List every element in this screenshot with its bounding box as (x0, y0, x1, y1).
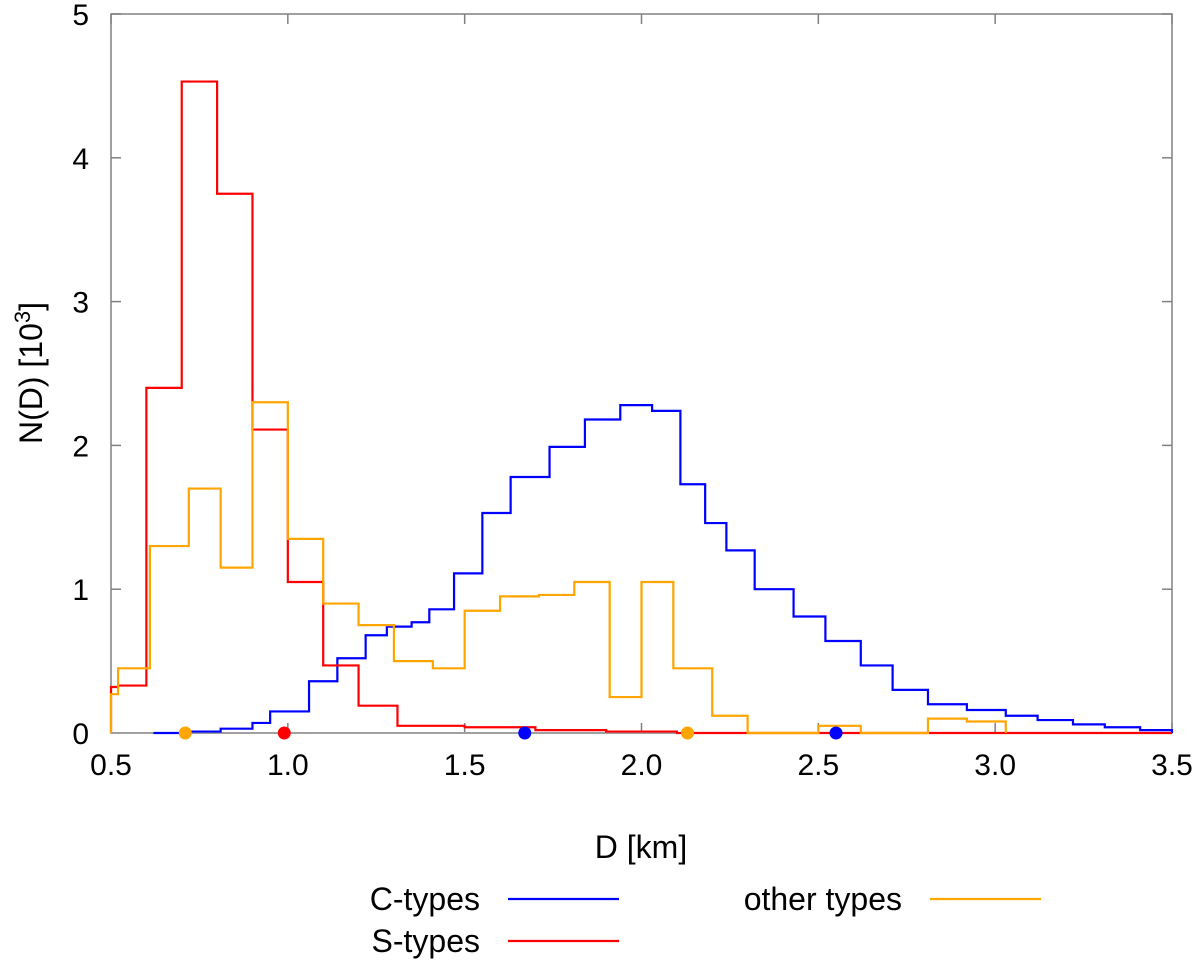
series-line-c-types (153, 404, 1174, 735)
legend-label-s-types: S-types (372, 923, 480, 959)
x-tick-label: 2.0 (621, 749, 663, 782)
x-axis: 0.5 1.0 1.5 2.0 2.5 3.0 3.5 (90, 14, 1193, 782)
y-tick-label: 2 (72, 430, 89, 463)
y-axis: 0 1 2 3 4 5 (72, 0, 1172, 751)
legend-label-c-types: C-types (370, 881, 480, 917)
y-tick-label: 0 (72, 718, 89, 751)
series-markers (178, 726, 843, 740)
x-tick-label: 1.5 (444, 749, 486, 782)
y-axis-title-end: ] (13, 302, 49, 311)
legend: C-types S-types other types (370, 881, 1041, 959)
x-tick-label: 3.5 (1151, 749, 1193, 782)
x-tick-label: 0.5 (90, 749, 132, 782)
x-tick-label: 2.5 (797, 749, 839, 782)
series-marker-s-types (277, 726, 291, 740)
series-marker-other-types (680, 726, 694, 740)
x-tick-label: 3.0 (974, 749, 1016, 782)
y-axis-title: N(D) [103] (10, 302, 49, 444)
series-marker-c-types (518, 726, 532, 740)
series-lines (109, 80, 1174, 735)
y-tick-label: 1 (72, 574, 89, 607)
series-marker-other-types (178, 726, 192, 740)
y-tick-label: 4 (72, 143, 89, 176)
y-tick-label: 5 (72, 0, 89, 32)
y-axis-title-main: N(D) [10 (13, 323, 49, 444)
y-tick-label: 3 (72, 287, 89, 320)
x-axis-title: D [km] (595, 829, 687, 865)
y-axis-title-superscript: 3 (10, 311, 35, 323)
legend-label-other-types: other types (744, 881, 902, 917)
x-tick-label: 1.0 (267, 749, 309, 782)
series-line-other-types (109, 401, 1007, 735)
series-line-s-types (109, 80, 1172, 735)
series-marker-c-types (829, 726, 843, 740)
